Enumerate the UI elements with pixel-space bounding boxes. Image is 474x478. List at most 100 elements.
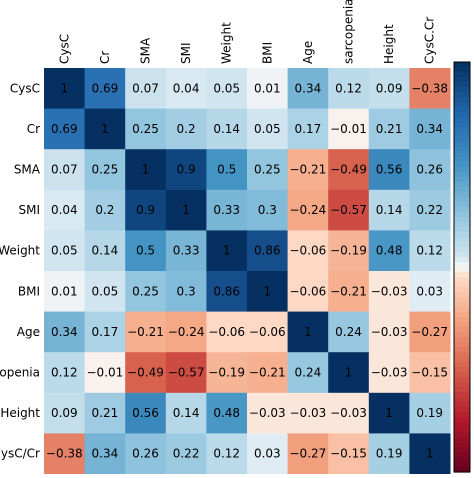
heatmap-cell — [206, 189, 248, 231]
cell-value-label: −0.03 — [371, 366, 408, 380]
heatmap-cell — [84, 392, 126, 434]
cell-value-label: −0.15 — [330, 447, 367, 461]
heatmap-cell — [206, 433, 248, 475]
colorbar-segment — [454, 122, 470, 128]
cell-value-label: −0.38 — [411, 81, 448, 95]
colorbar-segment — [454, 332, 470, 338]
cell-value-label: −0.57 — [330, 203, 367, 217]
heatmap-cell — [328, 352, 370, 394]
x-tick-label: SMA — [139, 37, 153, 64]
cell-value-label: −0.03 — [371, 284, 408, 298]
colorbar-segment — [454, 137, 470, 143]
heatmap-cell — [44, 311, 86, 353]
colorbar-segment — [454, 267, 470, 273]
cell-value-label: 0.09 — [376, 81, 403, 95]
heatmap-cell — [328, 149, 370, 191]
colorbar-segment — [454, 62, 470, 68]
cell-value-label: 1 — [182, 203, 190, 217]
cell-value-label: −0.27 — [411, 325, 448, 339]
heatmap-cell — [125, 311, 167, 353]
heatmap-cell — [328, 189, 370, 231]
cell-value-label: −0.24 — [290, 203, 327, 217]
heatmap-cell — [287, 433, 329, 475]
heatmap-cell — [44, 230, 86, 272]
cell-value-label: 0.5 — [217, 163, 236, 177]
heatmap-cell — [247, 271, 289, 313]
heatmap-cell — [247, 352, 289, 394]
x-tick-label: Cr — [98, 51, 112, 64]
y-tick-label: Weight — [0, 244, 40, 258]
colorbar-segment — [454, 342, 470, 348]
cell-value-label: 0.26 — [416, 163, 443, 177]
cell-value-label: 0.14 — [173, 406, 200, 420]
heatmap-cell — [368, 108, 410, 150]
colorbar-segment — [454, 377, 470, 383]
heatmap-cell — [247, 189, 289, 231]
cell-value-label: 1 — [263, 284, 271, 298]
heatmap-cell — [206, 352, 248, 394]
cell-value-label: −0.03 — [249, 406, 286, 420]
cell-value-label: 0.34 — [92, 447, 119, 461]
heatmap-cell — [409, 149, 451, 191]
colorbar-segment — [454, 417, 470, 423]
cell-value-label: −0.19 — [330, 244, 367, 258]
colorbar-segment — [454, 157, 470, 163]
colorbar-segment — [454, 387, 470, 393]
heatmap-cell — [44, 433, 86, 475]
cell-value-label: −0.21 — [330, 284, 367, 298]
cell-value-label: 1 — [345, 366, 353, 380]
colorbar-segment — [454, 102, 470, 108]
colorbar-segment — [454, 87, 470, 93]
colorbar-segment — [454, 347, 470, 353]
heatmap-cell — [328, 271, 370, 313]
heatmap-cell — [165, 433, 207, 475]
cell-value-label: 0.25 — [254, 163, 281, 177]
cell-value-label: 0.14 — [92, 244, 119, 258]
heatmap-cell — [287, 230, 329, 272]
cell-value-label: 0.12 — [51, 366, 78, 380]
y-tick-label: BMI — [18, 284, 40, 298]
y-tick-label: Height — [0, 406, 40, 420]
cell-value-label: 0.01 — [51, 284, 78, 298]
cell-value-label: 0.03 — [254, 447, 281, 461]
heatmap-cell — [328, 311, 370, 353]
cell-value-label: 0.69 — [92, 81, 119, 95]
colorbar-segment — [454, 447, 470, 453]
cell-value-label: 0.12 — [335, 81, 362, 95]
heatmap-cell — [165, 108, 207, 150]
cell-value-label: 0.07 — [51, 163, 78, 177]
cell-value-label: 0.5 — [136, 244, 155, 258]
heatmap-cell — [409, 311, 451, 353]
heatmap-cell — [287, 108, 329, 150]
heatmap-cell — [44, 352, 86, 394]
heatmap-cell — [368, 189, 410, 231]
heatmap-cell — [409, 433, 451, 475]
y-tick-label: Cr — [27, 122, 40, 136]
colorbar-segment — [454, 412, 470, 418]
heatmap-cell — [84, 230, 126, 272]
heatmap-cells — [44, 68, 451, 475]
colorbar-segment — [454, 197, 470, 203]
cell-value-label: −0.06 — [208, 325, 245, 339]
heatmap-cell — [125, 271, 167, 313]
heatmap-cell — [287, 271, 329, 313]
colorbar-segment — [454, 337, 470, 343]
y-tick-label: Age — [17, 325, 40, 339]
colorbar-segment — [454, 322, 470, 328]
colorbar-segment — [454, 222, 470, 228]
heatmap-cell — [125, 230, 167, 272]
colorbar-segment — [454, 132, 470, 138]
heatmap-cell — [287, 352, 329, 394]
heatmap-cell — [44, 392, 86, 434]
colorbar-segment — [454, 92, 470, 98]
colorbar-segment — [454, 402, 470, 408]
colorbar-segment — [454, 432, 470, 438]
cell-value-label: 0.03 — [416, 284, 443, 298]
colorbar-segment — [454, 327, 470, 333]
cell-value-label: −0.03 — [371, 325, 408, 339]
colorbar-segment — [454, 72, 470, 78]
cell-value-label: 0.48 — [213, 406, 240, 420]
colorbar-segment — [454, 177, 470, 183]
cell-value-label: 1 — [223, 244, 231, 258]
colorbar-segment — [454, 317, 470, 323]
